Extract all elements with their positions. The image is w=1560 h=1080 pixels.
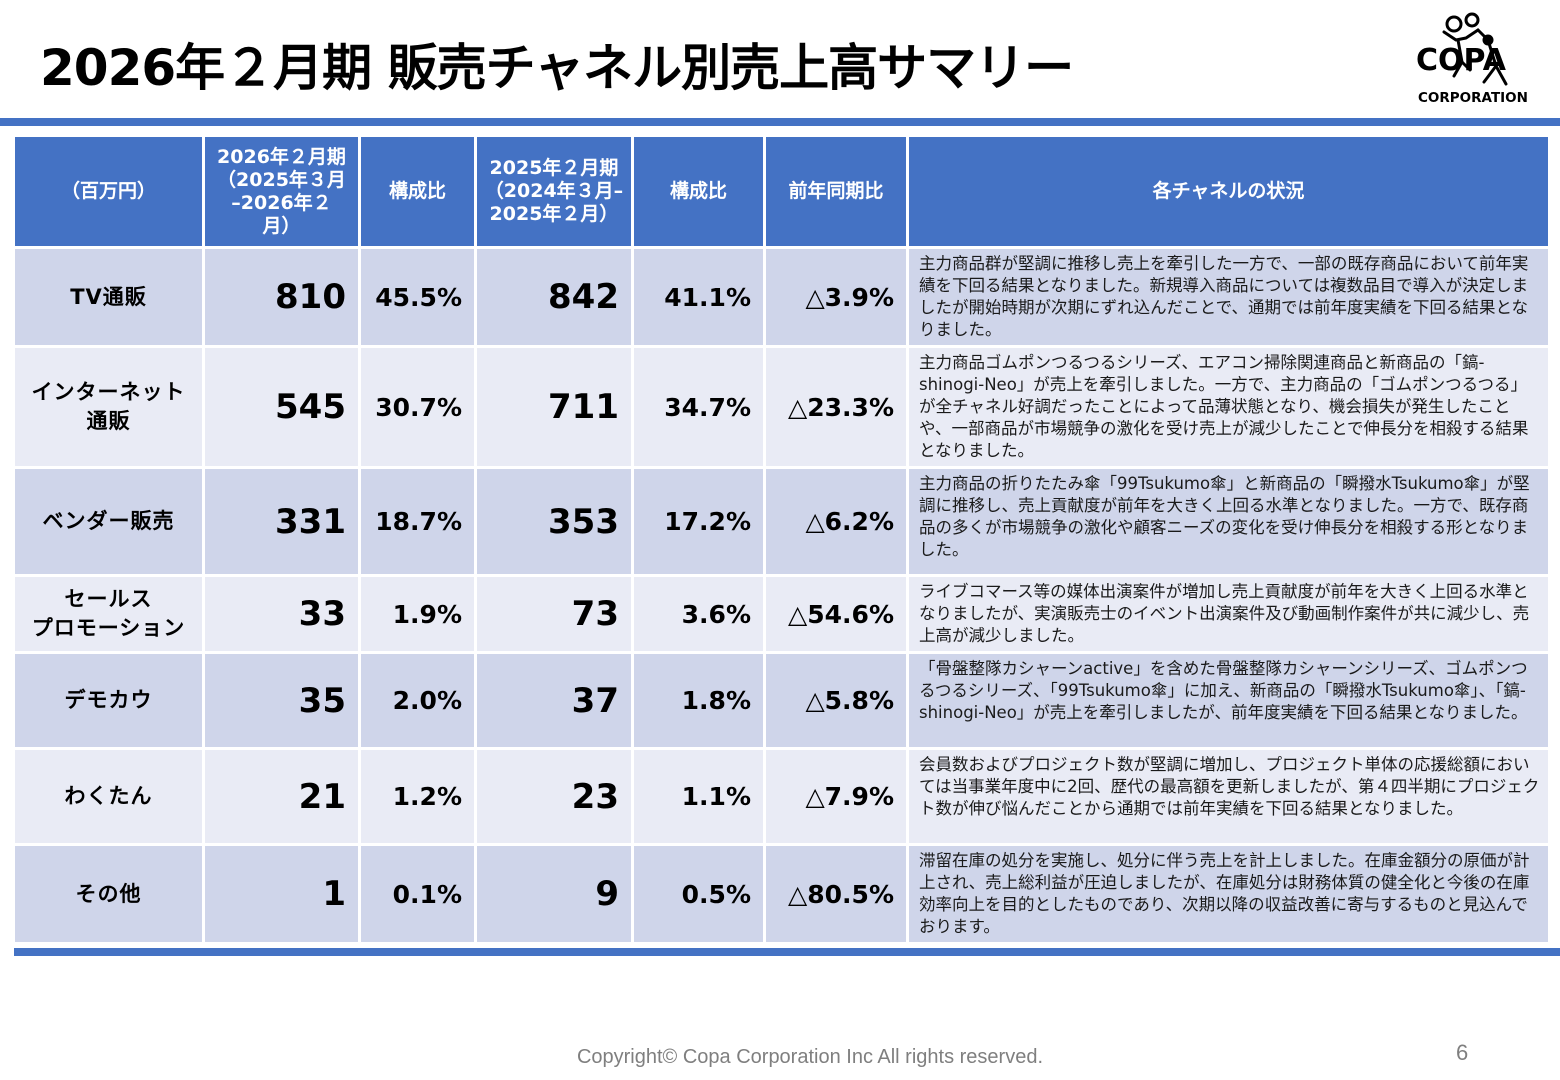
- header-fy2026: 2026年２月期 （2025年３月 –2026年２ 月）: [202, 134, 361, 249]
- page-number: 6: [1456, 1040, 1469, 1065]
- channel-status-note: ライブコマース等の媒体出演案件が増加し売上貢献度が前年を大きく上回る水準となりま…: [906, 574, 1551, 654]
- sales-fy2025: 9: [474, 843, 634, 945]
- sales-fy2026: 33: [202, 574, 361, 654]
- ratio-fy2025: 17.2%: [631, 466, 766, 577]
- channel-name: インターネット 通販: [12, 345, 205, 469]
- table-row: TV通販 810 45.5% 842 41.1% △3.9% 主力商品群が堅調に推移し売上を…: [12, 246, 1551, 348]
- channel-name: デモカウ: [12, 651, 205, 750]
- sales-fy2026: 810: [202, 246, 361, 348]
- sales-fy2025: 842: [474, 246, 634, 348]
- ratio-fy2026: 1.9%: [358, 574, 477, 654]
- sales-fy2026: 545: [202, 345, 361, 469]
- yoy-change: △5.8%: [763, 651, 909, 750]
- sales-fy2025: 23: [474, 747, 634, 846]
- page-title: 2026年２月期 販売チャネル別売上高サマリー: [40, 39, 1074, 97]
- table-row: インターネット 通販 545 30.7% 711 34.7% △23.3% 主力商品ゴムポン…: [12, 345, 1551, 469]
- header-ratio-2026: 構成比: [358, 134, 477, 249]
- copyright-footer: Copyright© Copa Corporation Inc All righ…: [576, 1046, 1044, 1068]
- channel-name: セールス プロモーション: [12, 574, 205, 654]
- yoy-change: △54.6%: [763, 574, 909, 654]
- sales-fy2026: 21: [202, 747, 361, 846]
- ratio-fy2026: 45.5%: [358, 246, 477, 348]
- table-row: わくたん 21 1.2% 23 1.1% △7.9% 会員数およびプロジェクト数が堅調に増加…: [12, 747, 1551, 846]
- ratio-fy2025: 1.1%: [631, 747, 766, 846]
- sales-fy2026: 331: [202, 466, 361, 577]
- svg-text:COPA: COPA: [1416, 43, 1507, 78]
- header-fy2025: 2025年２月期 （2024年３月– 2025年２月）: [474, 134, 634, 249]
- sales-fy2026: 35: [202, 651, 361, 750]
- header-ratio-2025: 構成比: [631, 134, 766, 249]
- svg-text:CORPORATION: CORPORATION: [1418, 90, 1528, 106]
- channel-status-note: 主力商品ゴムポンつるつるシリーズ、エアコン掃除関連商品と新商品の「鎬-shino…: [906, 345, 1551, 469]
- sales-fy2026: 1: [202, 843, 361, 945]
- header-channel-status: 各チャネルの状況: [906, 134, 1551, 249]
- channel-name: その他: [12, 843, 205, 945]
- header-yoy: 前年同期比: [763, 134, 909, 249]
- top-divider: [0, 118, 1560, 126]
- channel-status-note: 主力商品の折りたたみ傘「99Tsukumo傘」と新商品の「瞬撥水Tsukumo傘…: [906, 466, 1551, 577]
- bottom-divider: [14, 948, 1560, 956]
- table-row: セールス プロモーション 33 1.9% 73 3.6% △54.6% ライブコマース等の媒…: [12, 574, 1551, 654]
- ratio-fy2026: 18.7%: [358, 466, 477, 577]
- yoy-change: △23.3%: [763, 345, 909, 469]
- table-row: その他 1 0.1% 9 0.5% △80.5% 滞留在庫の処分を実施し、処分に伴う売上を計…: [12, 843, 1551, 945]
- table-header-row: （百万円） 2026年２月期 （2025年３月 –2026年２ 月） 構成比 2025…: [12, 134, 1551, 249]
- table-row: ベンダー販売 331 18.7% 353 17.2% △6.2% 主力商品の折りたたみ傘「9…: [12, 466, 1551, 577]
- channel-status-note: 主力商品群が堅調に推移し売上を牽引した一方で、一部の既存商品において前年実績を下…: [906, 246, 1551, 348]
- channel-name: わくたん: [12, 747, 205, 846]
- yoy-change: △6.2%: [763, 466, 909, 577]
- sales-channel-table: （百万円） 2026年２月期 （2025年３月 –2026年２ 月） 構成比 2025…: [12, 134, 1551, 945]
- channel-name: ベンダー販売: [12, 466, 205, 577]
- yoy-change: △80.5%: [763, 843, 909, 945]
- ratio-fy2026: 30.7%: [358, 345, 477, 469]
- ratio-fy2025: 34.7%: [631, 345, 766, 469]
- ratio-fy2025: 3.6%: [631, 574, 766, 654]
- channel-status-note: 会員数およびプロジェクト数が堅調に増加し、プロジェクト単体の応援総額においては当…: [906, 747, 1551, 846]
- ratio-fy2026: 2.0%: [358, 651, 477, 750]
- ratio-fy2025: 41.1%: [631, 246, 766, 348]
- sales-fy2025: 353: [474, 466, 634, 577]
- yoy-change: △7.9%: [763, 747, 909, 846]
- ratio-fy2026: 1.2%: [358, 747, 477, 846]
- channel-status-note: 「骨盤整隊カシャーンactive」を含めた骨盤整隊カシャーンシリーズ、ゴムポンつ…: [906, 651, 1551, 750]
- yoy-change: △3.9%: [763, 246, 909, 348]
- copa-logo: COPA CORPORATION: [1416, 12, 1528, 106]
- sales-fy2025: 711: [474, 345, 634, 469]
- header-unit: （百万円）: [12, 134, 205, 249]
- channel-status-note: 滞留在庫の処分を実施し、処分に伴う売上を計上しました。在庫金額分の原価が計上され…: [906, 843, 1551, 945]
- ratio-fy2026: 0.1%: [358, 843, 477, 945]
- table-body: TV通販 810 45.5% 842 41.1% △3.9% 主力商品群が堅調に推移し売上を…: [12, 246, 1551, 945]
- ratio-fy2025: 0.5%: [631, 843, 766, 945]
- sales-fy2025: 73: [474, 574, 634, 654]
- table-row: デモカウ 35 2.0% 37 1.8% △5.8% 「骨盤整隊カシャーンactive」を含…: [12, 651, 1551, 750]
- ratio-fy2025: 1.8%: [631, 651, 766, 750]
- channel-name: TV通販: [12, 246, 205, 348]
- sales-fy2025: 37: [474, 651, 634, 750]
